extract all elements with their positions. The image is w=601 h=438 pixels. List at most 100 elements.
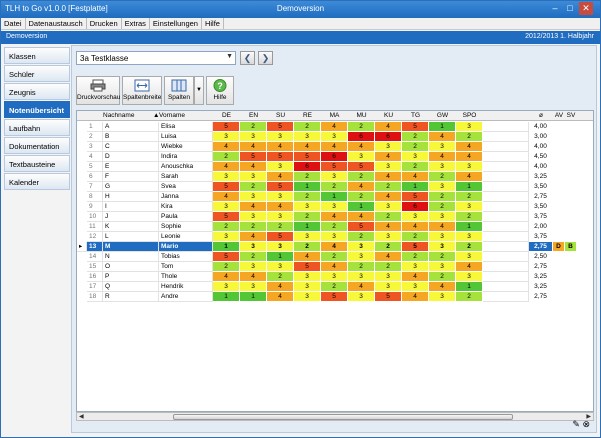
grade-cell[interactable]: 3 xyxy=(375,232,402,242)
grade-cell[interactable]: 2 xyxy=(294,242,321,252)
cell-av[interactable] xyxy=(553,282,565,292)
cell-average[interactable]: 2,75 xyxy=(529,292,553,302)
grade-cell[interactable]: 1 xyxy=(456,182,483,192)
cell-av[interactable] xyxy=(553,252,565,262)
grade-cell[interactable]: 2 xyxy=(375,242,402,252)
table-row[interactable]: 2 B Luisa 3 3 3 3 3 6 6 2 4 2 3,00 xyxy=(77,132,593,142)
grade-cell[interactable]: 3 xyxy=(294,292,321,302)
cell-nachname[interactable]: A xyxy=(103,122,159,132)
cell-vorname[interactable]: Tobias xyxy=(159,252,213,262)
grade-cell[interactable]: 4 xyxy=(429,152,456,162)
cell-vorname[interactable]: Kira xyxy=(159,202,213,212)
sidebar-item-zeugnis[interactable]: Zeugnis xyxy=(4,83,70,100)
table-row[interactable]: 1 A Elisa 5 2 5 2 4 2 4 5 1 3 4,00 xyxy=(77,122,593,132)
grade-cell[interactable]: 2 xyxy=(348,122,375,132)
grade-cell[interactable]: 4 xyxy=(456,142,483,152)
grade-cell[interactable]: 3 xyxy=(321,172,348,182)
grade-cell[interactable]: 4 xyxy=(213,272,240,282)
grade-cell[interactable]: 2 xyxy=(240,252,267,262)
grade-cell[interactable]: 2 xyxy=(321,252,348,262)
sidebar-item-dokumentation[interactable]: Dokumentation xyxy=(4,137,70,154)
minimize-button[interactable]: – xyxy=(552,3,558,13)
grade-cell[interactable]: 3 xyxy=(375,162,402,172)
grade-cell[interactable]: 4 xyxy=(240,162,267,172)
cell-av[interactable] xyxy=(553,232,565,242)
cell-spacer[interactable] xyxy=(483,272,529,282)
cell-sv[interactable] xyxy=(565,122,577,132)
grade-cell[interactable]: 6 xyxy=(321,152,348,162)
grade-cell[interactable]: 4 xyxy=(402,292,429,302)
cell-av[interactable] xyxy=(553,202,565,212)
grade-cell[interactable]: 2 xyxy=(348,232,375,242)
grade-cell[interactable]: 3 xyxy=(240,212,267,222)
cell-average[interactable]: 4,00 xyxy=(529,142,553,152)
cell-spacer[interactable] xyxy=(483,282,529,292)
grade-cell[interactable]: 4 xyxy=(456,172,483,182)
row-number[interactable]: 17 xyxy=(87,282,103,292)
grade-cell[interactable]: 5 xyxy=(375,292,402,302)
grade-cell[interactable]: 2 xyxy=(294,212,321,222)
grade-cell[interactable]: 4 xyxy=(240,232,267,242)
grade-cell[interactable]: 6 xyxy=(348,132,375,142)
grade-cell[interactable]: 3 xyxy=(429,162,456,172)
cell-spacer[interactable] xyxy=(483,202,529,212)
grade-cell[interactable]: 2 xyxy=(456,242,483,252)
grade-cell[interactable]: 4 xyxy=(348,142,375,152)
table-row[interactable]: 9 I Kira 3 4 4 3 3 1 3 6 2 3 3,50 xyxy=(77,202,593,212)
grade-cell[interactable]: 5 xyxy=(321,292,348,302)
header-subject[interactable]: MA xyxy=(329,112,340,119)
grade-cell[interactable]: 3 xyxy=(429,142,456,152)
row-number[interactable]: 9 xyxy=(87,202,103,212)
header-subject[interactable]: MU xyxy=(356,112,367,119)
grade-cell[interactable]: 5 xyxy=(402,242,429,252)
grade-cell[interactable]: 4 xyxy=(240,142,267,152)
cell-spacer[interactable] xyxy=(483,292,529,302)
scroll-right-icon[interactable]: ▶ xyxy=(586,414,591,420)
edit-icon[interactable]: ✎ xyxy=(572,419,580,429)
grade-cell[interactable]: 4 xyxy=(267,282,294,292)
table-row[interactable]: 18 R Andre 1 1 4 3 5 3 5 4 3 2 2,75 xyxy=(77,292,593,302)
grade-cell[interactable]: 2 xyxy=(240,222,267,232)
prev-class-button[interactable]: ❮ xyxy=(240,51,255,65)
grade-cell[interactable]: 4 xyxy=(375,192,402,202)
row-number[interactable]: 14 xyxy=(87,252,103,262)
cell-nachname[interactable]: P xyxy=(103,272,159,282)
grade-cell[interactable]: 3 xyxy=(348,272,375,282)
cell-nachname[interactable]: C xyxy=(103,142,159,152)
grade-cell[interactable]: 3 xyxy=(456,202,483,212)
cell-spacer[interactable] xyxy=(483,262,529,272)
grade-cell[interactable]: 3 xyxy=(240,282,267,292)
grade-cell[interactable]: 4 xyxy=(213,162,240,172)
cell-spacer[interactable] xyxy=(483,182,529,192)
cell-nachname[interactable]: L xyxy=(103,232,159,242)
cell-sv[interactable] xyxy=(565,172,577,182)
cell-sv[interactable] xyxy=(565,142,577,152)
grade-cell[interactable]: 1 xyxy=(402,182,429,192)
table-row[interactable]: 3 C Wiebke 4 4 4 4 4 4 3 2 3 4 4,00 xyxy=(77,142,593,152)
cell-spacer[interactable] xyxy=(483,152,529,162)
header-sv[interactable]: SV xyxy=(566,112,576,119)
cell-average[interactable]: 3,75 xyxy=(529,212,553,222)
cell-average[interactable]: 3,25 xyxy=(529,282,553,292)
grade-cell[interactable]: 2 xyxy=(213,262,240,272)
cell-vorname[interactable]: Hendrik xyxy=(159,282,213,292)
cell-sv[interactable] xyxy=(565,262,577,272)
grade-cell[interactable]: 5 xyxy=(267,232,294,242)
cell-vorname[interactable]: Sophie xyxy=(159,222,213,232)
grade-cell[interactable]: 2 xyxy=(429,192,456,202)
grade-cell[interactable]: 3 xyxy=(375,272,402,282)
cell-spacer[interactable] xyxy=(483,172,529,182)
grade-cell[interactable]: 2 xyxy=(213,222,240,232)
cell-spacer[interactable] xyxy=(483,142,529,152)
table-row[interactable]: 6 F Sarah 3 3 4 2 3 2 4 4 2 4 3,25 xyxy=(77,172,593,182)
grade-cell[interactable]: 3 xyxy=(402,282,429,292)
row-number[interactable]: 15 xyxy=(87,262,103,272)
grade-cell[interactable]: 2 xyxy=(375,182,402,192)
grade-cell[interactable]: 2 xyxy=(402,142,429,152)
cell-sv[interactable] xyxy=(565,132,577,142)
grade-cell[interactable]: 3 xyxy=(375,202,402,212)
cell-av[interactable] xyxy=(553,152,565,162)
cell-average[interactable]: 3,75 xyxy=(529,232,553,242)
table-row[interactable]: 5 E Anouschka 4 4 3 6 5 5 3 2 3 3 4,00 xyxy=(77,162,593,172)
grade-cell[interactable]: 2 xyxy=(294,172,321,182)
